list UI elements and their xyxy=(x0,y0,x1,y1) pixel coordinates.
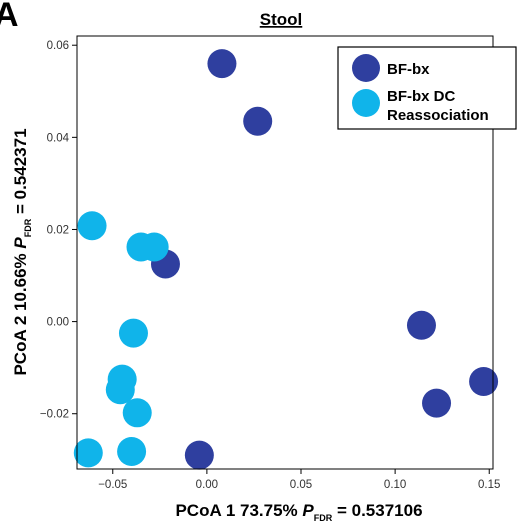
legend-marker-bf-bx-dc-reassociation xyxy=(352,89,380,117)
point-bf-bx xyxy=(184,440,214,470)
point-bf-bx xyxy=(207,49,237,79)
x-axis-label: PCoA 1 73.75% PFDR = 0.537106 xyxy=(175,501,422,523)
legend: BF-bx BF-bx DC Reassociation xyxy=(337,46,517,130)
point-bf-bx-dc-reassociation xyxy=(73,438,103,468)
y-tick-label: 0.06 xyxy=(47,40,69,52)
point-bf-bx xyxy=(406,310,436,340)
plot-frame xyxy=(76,35,494,470)
point-bf-bx xyxy=(243,106,273,136)
x-tick-label: 0.00 xyxy=(196,479,218,491)
y-axis-label: PCoA 2 10.66% PFDR = 0.542371 xyxy=(11,128,33,375)
x-tick-label: 0.10 xyxy=(384,479,406,491)
point-bf-bx-dc-reassociation xyxy=(139,232,169,262)
y-tick-label: 0.02 xyxy=(47,224,69,236)
point-bf-bx-dc-reassociation xyxy=(77,211,107,241)
legend-marker-bf-bx xyxy=(352,54,380,82)
y-axis-ticks: −0.02 0.00 0.02 0.04 0.06 xyxy=(40,40,77,421)
x-axis-ticks: −0.05 0.00 0.05 0.10 0.15 xyxy=(98,469,500,491)
point-bf-bx-dc-reassociation xyxy=(118,318,148,348)
x-tick-label: −0.05 xyxy=(98,479,127,491)
chart-title: Stool xyxy=(260,10,303,29)
legend-label-bf-bx-dc-reassociation: BF-bx DC Reassociation xyxy=(387,88,489,124)
y-tick-label: −0.02 xyxy=(40,409,69,421)
legend-label-bf-bx: BF-bx xyxy=(387,61,430,78)
point-bf-bx-dc-reassociation xyxy=(122,398,152,428)
panel-letter: A xyxy=(0,0,19,34)
point-bf-bx-dc-reassociation xyxy=(117,436,147,466)
point-bf-bx-dc-reassociation xyxy=(105,375,135,405)
y-tick-label: 0.04 xyxy=(47,132,70,144)
data-points xyxy=(73,49,499,470)
point-bf-bx xyxy=(469,366,499,396)
x-tick-label: 0.15 xyxy=(478,479,500,491)
y-tick-label: 0.00 xyxy=(47,317,69,329)
x-tick-label: 0.05 xyxy=(290,479,312,491)
point-bf-bx xyxy=(422,388,452,418)
